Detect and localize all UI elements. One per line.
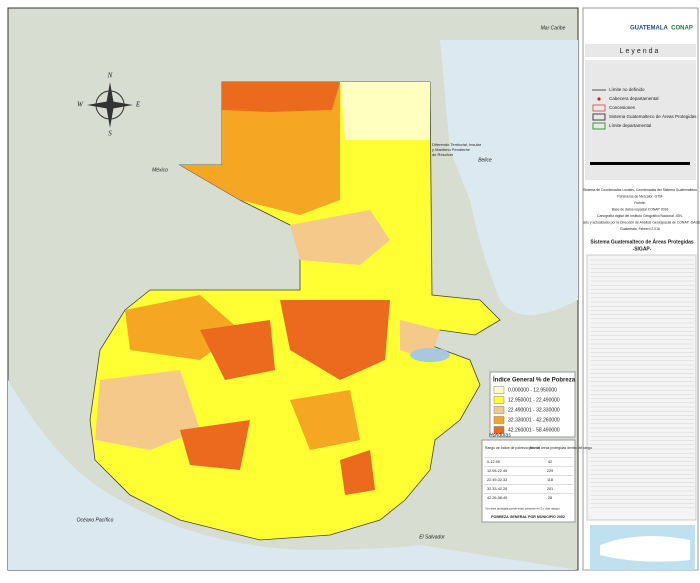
legend-header (585, 44, 696, 57)
legend-label: Cabecera departamental (609, 96, 659, 101)
credit: Cartografía digital del Instituto Geográ… (597, 214, 683, 218)
legend-title: Leyenda (620, 48, 661, 55)
legend-label: Límite departamental (609, 123, 651, 128)
table-cell: 0-12.95 (487, 460, 500, 464)
place-label: Mar Caribe (541, 25, 566, 31)
place-label: Océano Pacífico (77, 517, 114, 523)
sigap-subtitle: -SIGAP- (633, 246, 652, 252)
place-label: México (152, 167, 168, 173)
compass-label: E (135, 101, 141, 109)
credit: Transversa de Mercator -GTM- (617, 194, 664, 198)
table-cell: 42.26-58.49 (487, 496, 507, 500)
table-cell: 42 (548, 460, 552, 464)
credit: Guatemala, Febrero 2.016 (620, 227, 660, 231)
class-swatch (493, 416, 505, 424)
legend-symbol (592, 113, 606, 121)
dispute-label: Diferendo Territorial, Insular y Marítimo… (432, 142, 482, 157)
table-footer: POBREZA GENERAL POR MUNICIPIO 2002 (491, 515, 565, 519)
table-cell: 12.95-22.49 (487, 469, 507, 473)
class-label: 42.260001 - 58.490000 (508, 427, 560, 433)
class-label: 0.000000 - 12.950000 (508, 387, 557, 393)
legend-label: Concesiones (609, 105, 636, 110)
place-label: Honduras (489, 432, 511, 438)
class-swatch (493, 396, 505, 404)
table-cell: 22.49-32.33 (487, 478, 507, 482)
compass-label: N (107, 72, 113, 80)
credit: Elaborado y actualizado por la Dirección… (574, 220, 700, 224)
region-red (340, 450, 375, 495)
class-swatch (493, 406, 505, 414)
region-red (280, 300, 390, 380)
region-tan (95, 370, 200, 450)
credit: Fuente: (634, 201, 646, 205)
inset-land (600, 536, 690, 562)
table-cell: 118 (547, 478, 553, 482)
region-orange (290, 390, 360, 450)
compass-label: W (77, 101, 84, 109)
credit: Sistema de Coordenadas Locales, Coordena… (583, 188, 697, 192)
lake (410, 348, 450, 362)
place-label: Belice (478, 157, 492, 163)
legend-symbol (592, 104, 606, 112)
poverty-legend-box (489, 371, 576, 438)
class-label: 32.330001 - 42.260000 (508, 417, 560, 423)
table-header: Rango de Índice de pobreza general (485, 446, 540, 450)
place-label: El Salvador (419, 534, 445, 540)
sigap-title: Sistema Guatemalteco de Áreas Protegidas (590, 238, 694, 245)
class-swatch (493, 386, 505, 394)
poverty-table-box (481, 439, 576, 523)
compass-label: S (108, 130, 112, 138)
table-note: *Un área protegida puede estar presente … (485, 507, 560, 511)
legend-label: Sistema Guatemalteco de Áreas Protegidas (609, 113, 697, 119)
region-red (222, 82, 340, 112)
logo-text: GUATEMALA (630, 26, 669, 32)
class-swatch (493, 426, 505, 434)
poverty-legend-title: Índice General % de Pobreza (493, 376, 576, 384)
region-orange (180, 82, 340, 215)
region-red (200, 320, 275, 380)
compass (87, 82, 133, 128)
side-panel-content: GUATEMALA CONAP Leyenda Límite no definido C… (574, 26, 700, 508)
table-cell: 32.33-42.26 (487, 487, 507, 491)
table-header: No. de áreas protegidas dentro del rango (530, 446, 592, 450)
legend-symbol (597, 97, 601, 101)
class-label: 22.490001 - 32.330000 (508, 407, 560, 413)
region-red (180, 420, 250, 470)
region-tan (290, 210, 390, 265)
table-cell: 229 (547, 469, 553, 473)
table-cell: 28 (548, 496, 552, 500)
legend-symbol (592, 122, 606, 130)
credit: Base de datos espacial CONAP 2016 (612, 207, 669, 211)
caribbean (440, 40, 578, 315)
agency: CONAP (671, 26, 693, 32)
sigap-table (586, 254, 697, 521)
table-cell: 201 (547, 487, 553, 491)
class-label: 12.950001 - 22.490000 (508, 397, 560, 403)
legend-label: Límite no definido (609, 87, 645, 92)
scale-bar (590, 162, 690, 165)
region-pale (340, 82, 430, 140)
ocean (8, 380, 578, 570)
